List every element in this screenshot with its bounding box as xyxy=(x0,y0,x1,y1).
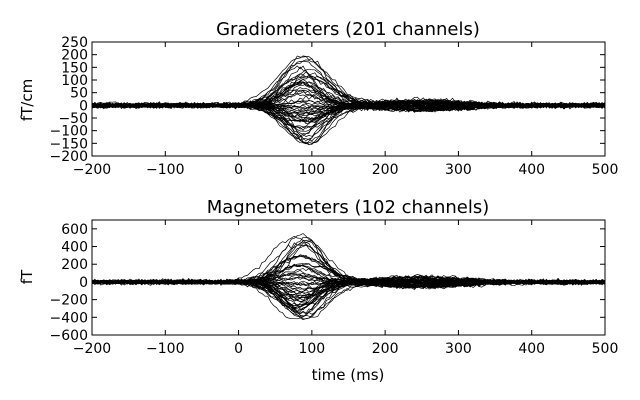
x-tick-label: −100 xyxy=(146,341,184,357)
x-tick-label: −100 xyxy=(146,162,184,178)
gradiometers-traces xyxy=(91,55,606,146)
x-tick-label: −200 xyxy=(73,162,111,178)
gradiometers-panel: Gradiometers (201 channels) fT/cm −200 −1… xyxy=(18,19,618,178)
gradiometers-x-ticks: −200 −100 0 100 200 300 400 500 xyxy=(73,42,619,178)
x-tick-label: 200 xyxy=(372,162,399,178)
x-tick-label: 100 xyxy=(298,162,325,178)
x-tick-label: −200 xyxy=(73,341,111,357)
x-tick-label: 100 xyxy=(298,341,325,357)
y-tick-label: −200 xyxy=(50,149,88,165)
magnetometers-title: Magnetometers (102 channels) xyxy=(207,197,490,218)
y-tick-label: −400 xyxy=(50,310,88,326)
magnetometers-plot-frame xyxy=(91,219,606,336)
y-tick-label: 50 xyxy=(70,86,88,102)
channel-trace xyxy=(91,101,606,132)
x-tick-label: 500 xyxy=(592,162,619,178)
gradiometers-ylabel: fT/cm xyxy=(18,79,36,121)
x-tick-label: 400 xyxy=(518,341,545,357)
x-tick-label: 300 xyxy=(445,162,472,178)
magnetometers-ylabel: fT xyxy=(18,269,36,284)
gradiometers-plot-frame xyxy=(91,41,606,157)
x-tick-label: 0 xyxy=(234,162,243,178)
x-tick-label: 0 xyxy=(234,341,243,357)
y-tick-label: 600 xyxy=(61,222,88,238)
y-tick-label: 200 xyxy=(61,48,88,64)
channel-trace xyxy=(91,60,606,110)
x-tick-label: 500 xyxy=(592,341,619,357)
magnetometers-traces xyxy=(91,233,606,321)
y-tick-label: 0 xyxy=(79,275,88,291)
y-tick-label: 400 xyxy=(61,240,88,256)
magnetometers-panel: Magnetometers (102 channels) fT −200 −100… xyxy=(18,197,618,384)
y-tick-label: −150 xyxy=(50,136,88,152)
magnetometers-xlabel: time (ms) xyxy=(312,366,385,384)
y-tick-label: 150 xyxy=(61,60,88,76)
channel-trace xyxy=(91,280,606,308)
gradiometers-title: Gradiometers (201 channels) xyxy=(216,19,480,40)
channel-trace xyxy=(91,65,606,109)
y-tick-label: 0 xyxy=(79,98,88,114)
channel-trace xyxy=(91,82,606,109)
y-tick-label: 200 xyxy=(61,257,88,273)
y-tick-label: −100 xyxy=(50,124,88,140)
y-tick-label: 100 xyxy=(61,73,88,89)
y-tick-label: −200 xyxy=(50,293,88,309)
y-tick-label: 250 xyxy=(61,35,88,51)
channel-trace xyxy=(91,268,606,285)
x-tick-label: 200 xyxy=(372,341,399,357)
magnetometers-x-ticks: −200 −100 0 100 200 300 400 500 xyxy=(73,220,619,357)
y-tick-label: −50 xyxy=(58,111,88,127)
x-tick-label: 300 xyxy=(445,341,472,357)
x-tick-label: 400 xyxy=(518,162,545,178)
y-tick-label: −600 xyxy=(50,328,88,344)
